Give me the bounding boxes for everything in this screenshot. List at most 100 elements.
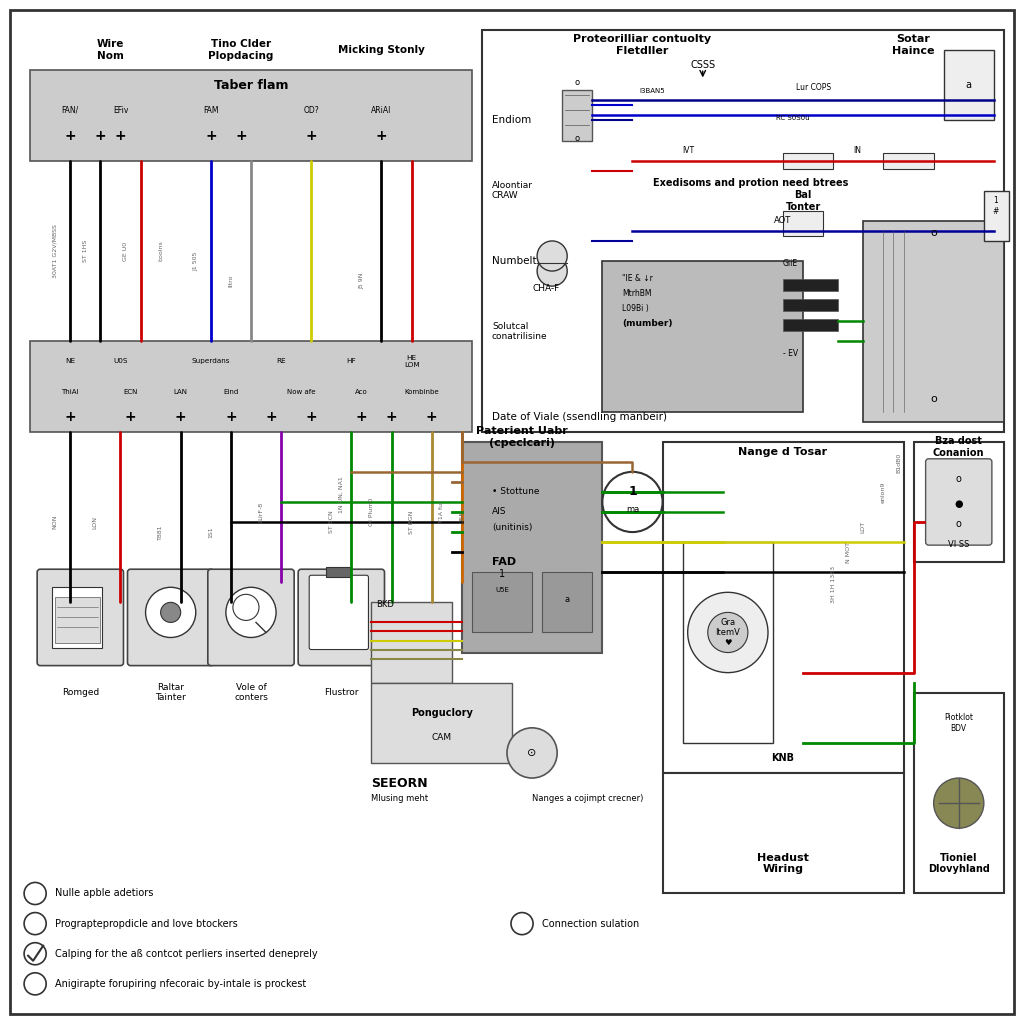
Text: Romged: Romged [61,688,99,697]
Text: CSSS: CSSS [690,60,716,71]
Text: o: o [574,133,580,142]
Text: +: + [265,410,276,424]
FancyBboxPatch shape [913,441,1004,562]
FancyBboxPatch shape [372,683,512,763]
Circle shape [602,472,663,532]
Text: +: + [115,129,126,142]
Text: +: + [225,410,237,424]
Text: EFiv: EFiv [113,105,128,115]
Text: Iltro: Iltro [228,274,233,288]
Text: HE
LOM: HE LOM [403,355,420,368]
Text: HF: HF [346,358,356,365]
Circle shape [25,943,46,965]
Text: Nanges a cojimpt crecner): Nanges a cojimpt crecner) [532,794,643,803]
FancyBboxPatch shape [913,692,1004,894]
Text: Vole of
conters: Vole of conters [234,683,268,702]
Text: - EV: - EV [783,349,798,358]
Text: OI Plum0: OI Plum0 [369,498,374,526]
Text: Tino Clder
Plopdacing: Tino Clder Plopdacing [208,39,273,61]
Text: Mlusing meht: Mlusing meht [372,794,429,803]
Text: a: a [564,595,569,604]
Text: ARiAl: ARiAl [372,105,391,115]
Text: FAM: FAM [203,105,218,115]
Text: BKD: BKD [377,600,394,609]
Text: +: + [125,410,136,424]
FancyBboxPatch shape [663,441,903,773]
Text: LON: LON [93,515,98,528]
Text: +: + [376,129,387,142]
Text: 1S1: 1S1 [208,526,213,538]
Text: Eind: Eind [223,388,239,394]
Text: Connection sulation: Connection sulation [542,919,639,929]
Text: Lur COPS: Lur COPS [796,83,830,92]
Circle shape [934,778,984,828]
FancyBboxPatch shape [472,572,532,633]
FancyBboxPatch shape [208,569,294,666]
FancyBboxPatch shape [783,299,839,311]
Text: 1
#: 1 # [992,197,999,215]
FancyBboxPatch shape [884,153,934,169]
Text: Raltar
Tainter: Raltar Tainter [156,683,186,702]
Text: "IE & ↓r: "IE & ↓r [623,274,653,283]
Text: J1 505: J1 505 [194,251,199,270]
FancyBboxPatch shape [783,153,834,169]
FancyBboxPatch shape [482,30,1004,432]
Text: VI SS: VI SS [948,540,970,549]
FancyBboxPatch shape [944,50,994,121]
Text: FAD: FAD [492,557,516,567]
Text: Paterient Uabr
(cpeclcari): Paterient Uabr (cpeclcari) [476,426,568,447]
Text: ST BGN: ST BGN [410,510,414,534]
Text: ST ECN: ST ECN [329,511,334,534]
Text: Wire
Nom: Wire Nom [96,39,124,61]
Text: +: + [175,410,186,424]
Text: +: + [386,410,397,424]
Bar [55,597,100,642]
Circle shape [25,912,46,935]
Text: boolns: boolns [158,241,163,261]
FancyBboxPatch shape [602,261,803,412]
Text: +: + [236,129,247,142]
Text: Calping for the aß contcot perliers inserted deneprely: Calping for the aß contcot perliers inse… [55,948,317,958]
Text: AIS: AIS [492,508,507,516]
Text: (mumber): (mumber) [623,319,673,329]
Circle shape [538,256,567,286]
Circle shape [25,883,46,904]
Text: Flustror: Flustror [324,688,358,697]
Text: MtrhBM: MtrhBM [623,289,652,298]
Text: B1dB0: B1dB0 [896,453,901,473]
Circle shape [232,594,259,621]
Text: RE: RE [276,358,286,365]
Text: Aco: Aco [355,388,368,394]
FancyBboxPatch shape [52,588,102,647]
Text: U5E: U5E [460,511,464,523]
FancyBboxPatch shape [30,341,472,432]
FancyBboxPatch shape [10,10,1014,1014]
Text: Micking Stonly: Micking Stonly [338,45,425,55]
FancyBboxPatch shape [298,569,384,666]
Text: 1: 1 [499,569,505,580]
Circle shape [511,912,534,935]
Text: Kombinbe: Kombinbe [404,388,439,394]
Text: +: + [426,410,437,424]
Text: Bal
Tonter: Bal Tonter [785,190,821,212]
Text: Numbelt: Numbelt [492,256,537,266]
Circle shape [226,588,276,638]
Text: Now afe: Now afe [287,388,315,394]
Text: Sotar
Haince: Sotar Haince [892,35,935,56]
FancyBboxPatch shape [462,441,602,652]
Text: +: + [65,129,76,142]
Circle shape [708,612,748,652]
Text: Superdans: Superdans [191,358,230,365]
Text: L09Bi ): L09Bi ) [623,304,649,313]
Text: FAN/: FAN/ [61,105,79,115]
Text: Gra
ItemV
♥: Gra ItemV ♥ [716,617,740,647]
Text: o: o [574,78,580,87]
FancyBboxPatch shape [663,773,903,894]
Text: Date of Viale (ssendling manbeir): Date of Viale (ssendling manbeir) [492,412,667,422]
Text: Prograptepropdicle and love btockers: Prograptepropdicle and love btockers [55,919,238,929]
Text: a: a [966,80,972,90]
Text: ●: ● [954,499,963,509]
Text: Proteorilliar contuolty
Fletdller: Proteorilliar contuolty Fletdller [573,35,712,56]
FancyBboxPatch shape [783,280,839,291]
Text: U5E: U5E [495,588,509,593]
